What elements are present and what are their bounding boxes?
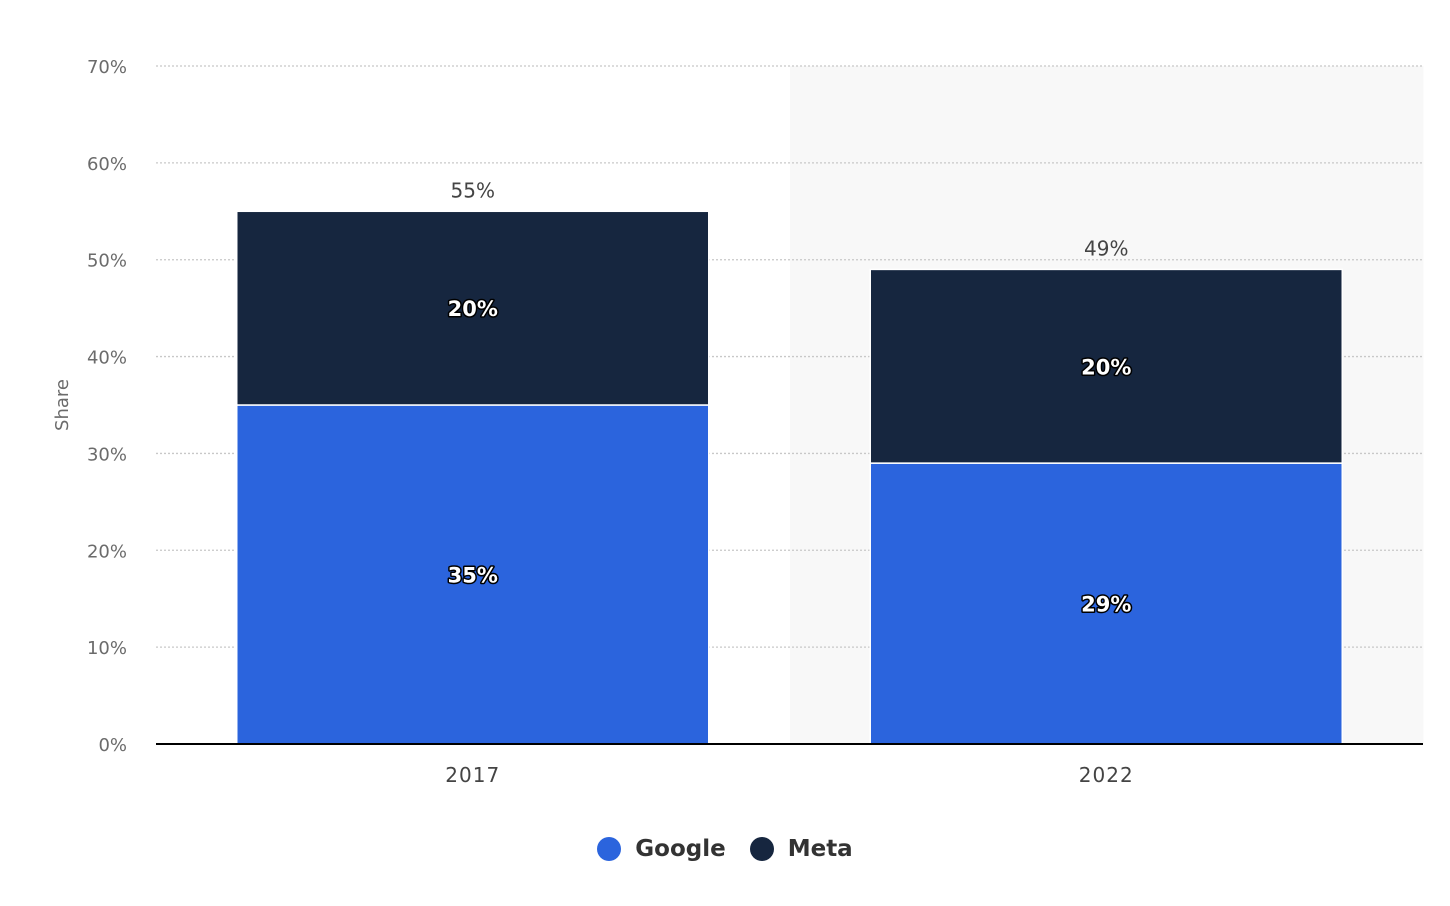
- y-tick-label-20: 20%: [87, 541, 127, 562]
- data-label-meta-2017: 20%: [448, 297, 498, 321]
- legend-item-google[interactable]: Google: [597, 836, 726, 862]
- y-axis-ticks: 0% 10% 20% 30% 40% 50% 60% 70%: [87, 57, 127, 756]
- legend-item-meta[interactable]: Meta: [749, 836, 853, 862]
- data-label-google-2017: 35%: [448, 564, 498, 588]
- legend-label-meta: Meta: [787, 836, 853, 862]
- data-labels: 35% 20% 55% 29% 20% 49%: [446, 178, 1133, 618]
- total-label-2022: 49%: [1084, 236, 1128, 260]
- x-tick-label-2017: 2017: [445, 763, 500, 787]
- x-axis-ticks: 2017 2022: [445, 763, 1134, 787]
- y-axis-label: Share: [52, 379, 73, 431]
- y-tick-label-10: 10%: [87, 638, 127, 659]
- legend-swatch-meta: [749, 837, 774, 861]
- bar-google-2017[interactable]: [236, 404, 710, 745]
- bars: [236, 210, 1343, 745]
- x-tick-label-2022: 2022: [1079, 763, 1134, 787]
- y-tick-label-60: 60%: [87, 154, 127, 175]
- data-label-meta-2022: 20%: [1081, 355, 1131, 379]
- legend: Google Meta: [0, 836, 1450, 862]
- y-tick-label-50: 50%: [87, 251, 127, 272]
- data-label-google-2022: 29%: [1081, 593, 1131, 617]
- legend-swatch-google: [597, 837, 622, 861]
- y-tick-label-70: 70%: [87, 57, 127, 78]
- legend-label-google: Google: [635, 836, 726, 862]
- bar-meta-2022[interactable]: [869, 268, 1343, 464]
- y-tick-label-40: 40%: [87, 348, 127, 369]
- bar-meta-2017[interactable]: [236, 210, 710, 406]
- y-tick-label-30: 30%: [87, 444, 127, 465]
- total-label-2017: 55%: [451, 178, 495, 202]
- y-tick-label-0: 0%: [98, 735, 127, 756]
- bar-google-2022[interactable]: [869, 462, 1343, 745]
- grid-layer: [156, 65, 1423, 648]
